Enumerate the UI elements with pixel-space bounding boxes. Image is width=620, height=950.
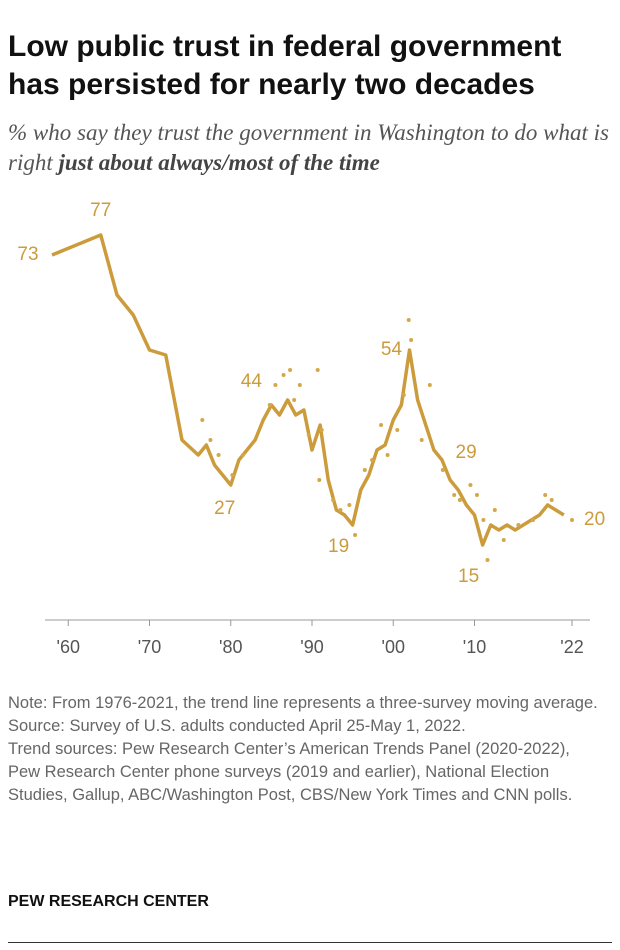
- survey-point: [315, 368, 320, 372]
- survey-point: [208, 438, 213, 442]
- survey-point: [306, 433, 311, 437]
- rule: [8, 942, 612, 943]
- data-label: 19: [328, 536, 349, 557]
- x-tick-label: '00: [382, 637, 405, 657]
- survey-point: [281, 373, 286, 377]
- chart-title: Low public trust in federal government h…: [8, 30, 562, 101]
- x-tick-label: '80: [219, 637, 242, 657]
- survey-point: [516, 523, 521, 527]
- survey-point: [440, 468, 445, 472]
- survey-point: [297, 383, 302, 387]
- survey-point: [230, 473, 235, 477]
- x-tick-label: '22: [560, 637, 583, 657]
- note: Note: From 1976-2021, the trend line rep…: [8, 694, 598, 712]
- notes: Note: From 1976-2021, the trend line rep…: [8, 692, 598, 807]
- survey-point: [427, 383, 432, 387]
- survey-point: [501, 538, 506, 542]
- survey-point: [267, 403, 272, 407]
- survey-point: [331, 498, 336, 502]
- survey-point: [468, 483, 473, 487]
- trend-sources: Trend sources: Pew Research Center’s Ame…: [8, 740, 573, 804]
- survey-point: [543, 493, 548, 497]
- survey-point: [338, 508, 343, 512]
- survey-point: [485, 558, 490, 562]
- x-tick-label: '90: [300, 637, 323, 657]
- survey-point: [362, 468, 367, 472]
- survey-point: [288, 368, 293, 372]
- survey-point: [370, 458, 375, 462]
- survey-point: [353, 533, 358, 537]
- data-label: 44: [241, 371, 263, 392]
- survey-point: [452, 493, 457, 497]
- x-tick-label: '60: [57, 637, 80, 657]
- chart-subtitle: % who say they trust the government in W…: [8, 118, 613, 178]
- footer: PEW RESEARCH CENTER: [8, 893, 209, 910]
- source: Source: Survey of U.S. adults conducted …: [8, 717, 466, 735]
- data-label: 73: [17, 244, 38, 265]
- survey-point: [492, 508, 497, 512]
- survey-point: [406, 318, 411, 322]
- survey-point: [240, 453, 245, 457]
- survey-point: [385, 453, 390, 457]
- survey-point: [474, 493, 479, 497]
- survey-point: [216, 453, 221, 457]
- x-tick-label: '10: [463, 637, 486, 657]
- data-label: 54: [381, 339, 403, 360]
- data-label: 15: [458, 566, 479, 587]
- data-label: 29: [456, 442, 477, 463]
- survey-point: [317, 478, 322, 482]
- survey-point: [347, 503, 352, 507]
- survey-point: [570, 518, 574, 522]
- survey-point: [200, 418, 205, 422]
- survey-point: [419, 438, 424, 442]
- data-label: 27: [214, 498, 235, 519]
- trend-line: [51, 233, 565, 547]
- survey-point: [457, 498, 462, 502]
- data-label: 77: [90, 200, 111, 221]
- survey-point: [549, 498, 554, 502]
- survey-point: [292, 398, 297, 402]
- survey-point: [401, 393, 406, 397]
- survey-point: [273, 383, 278, 387]
- subtitle-text: % who say they trust the government in W…: [8, 120, 609, 175]
- survey-point: [481, 518, 486, 522]
- data-label: 20: [584, 509, 605, 530]
- survey-point: [409, 338, 414, 342]
- x-tick-label: '70: [138, 637, 161, 657]
- survey-point: [379, 423, 384, 427]
- survey-point: [531, 518, 535, 522]
- subtitle-emphasis: just about always/most of the time: [58, 150, 380, 175]
- chart: '60 '70 '80 '90 '00 '10 '22 73 77 27 44 19 54 29 15 20: [17, 200, 605, 657]
- survey-point: [319, 428, 324, 432]
- survey-point: [395, 428, 400, 432]
